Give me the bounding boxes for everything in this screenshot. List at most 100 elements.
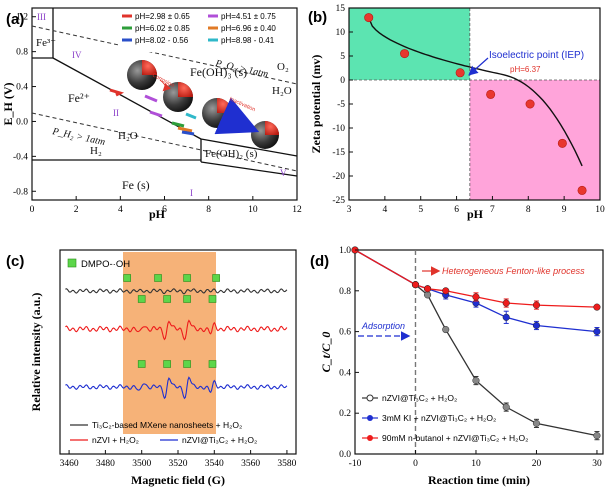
data-point	[532, 321, 541, 330]
panel-c-ylabel: Relative intensity (a.u.)	[29, 293, 43, 412]
ph-marker-red	[109, 88, 125, 97]
panel-b: (b) 3 4 5 6 7 8 9 10 15 10 5 0 -5 -10 -15 -20 -25 Isoele…	[308, 4, 605, 221]
iep-label: Isoelectric point (IEP)	[489, 50, 584, 61]
dmpo-peak-marker	[208, 360, 217, 368]
corrosion-arrow	[159, 79, 172, 92]
x-tick-label: 10	[248, 205, 258, 215]
y-tick-label: -10	[332, 124, 345, 134]
epr-trace-mxene	[65, 288, 288, 295]
y-tick-label: -20	[332, 172, 345, 182]
particle-1-core	[142, 60, 157, 75]
zeta-point	[455, 68, 465, 78]
data-point	[424, 291, 432, 299]
data-point	[532, 419, 541, 427]
iep-arrow	[468, 57, 489, 76]
y-tick-label: 1.0	[339, 246, 351, 256]
panel-d-frame	[354, 249, 604, 455]
dmpo-peak-marker	[137, 360, 146, 368]
panel-a: (a) III IV II V I Fe³⁺ Fe²⁺ Fe(OH)₃ (s)	[1, 7, 302, 221]
legend-text-mxene: Ti₃C₂-based MXene nanosheets + H₂O₂	[92, 420, 242, 430]
label-fe2: Fe²⁺	[68, 91, 90, 105]
positive-region-shade	[469, 80, 600, 200]
ph-marker-orange	[177, 126, 193, 133]
epr-trace-nzvi-ti3c2	[65, 376, 288, 400]
panel-d: (d) Heterogeneous Fenton-like process Ad…	[310, 246, 604, 487]
y-tick-label: 0.6	[339, 328, 351, 338]
x-tick-label: 6	[454, 205, 459, 215]
dmpo-highlight	[123, 252, 216, 434]
legend-label: pH=8.98 - 0.41	[221, 36, 275, 45]
particle-4-core	[265, 121, 279, 135]
y-tick-label: 0.0	[16, 117, 28, 127]
dmpo-peak-marker	[183, 274, 191, 282]
y-tick-label: 5	[340, 52, 345, 62]
data-point	[502, 299, 510, 307]
dmpo-peak-marker	[137, 295, 146, 303]
region-iv: IV	[72, 50, 82, 60]
panel-b-ylabel: Zeta potential (mv)	[309, 55, 323, 154]
ph-marker-purple-1	[144, 94, 158, 103]
panel-c-legend: Ti₃C₂-based MXene nanosheets + H₂O₂ nZVI…	[70, 420, 257, 445]
x-tick-label: 3500	[132, 459, 151, 469]
legend-marker-1	[367, 415, 373, 421]
label-fe: Fe (s)	[122, 178, 150, 192]
panel-d-ylabel: C_t/C_0	[319, 332, 333, 373]
y-tick-label: 0.2	[339, 409, 351, 419]
label-o2: O₂	[277, 61, 289, 73]
panel-a-xlabel: pH	[149, 207, 166, 221]
data-point	[472, 293, 480, 301]
x-tick-label: 3540	[205, 459, 224, 469]
legend-text-nzvi: nZVI + H₂O₂	[92, 435, 139, 445]
region-ii: II	[113, 108, 119, 118]
dmpo-peak-marker	[154, 274, 162, 282]
dmpo-peak-marker	[183, 360, 191, 368]
panel-c: (c) DMPO-·OH Ti₃C₂-based MXene nanosheet…	[6, 249, 297, 487]
dmpo-peak-marker	[163, 295, 171, 303]
x-tick-label: 3560	[241, 459, 260, 469]
data-point	[442, 287, 450, 295]
x-tick-label: 9	[562, 205, 567, 215]
x-tick-label: 3	[347, 205, 352, 215]
y-tick-label: 0.8	[339, 287, 351, 297]
label-h2: H₂	[90, 145, 102, 157]
x-tick-label: 0	[30, 205, 35, 215]
zeta-points	[364, 13, 587, 195]
x-tick-label: 3460	[60, 459, 79, 469]
x-tick-label: 4	[382, 205, 387, 215]
panel-a-legend-bg	[118, 10, 294, 52]
panel-a-axes: 0 2 4 6 8 10 12 1.2 0.8 0.4 0.0 -0.4 -0.8	[13, 13, 302, 215]
data-point	[502, 403, 510, 411]
particle-2-core	[178, 82, 193, 97]
x-tick-label: 5	[418, 205, 423, 215]
panel-b-xlabel: pH	[467, 207, 484, 221]
water-lines	[31, 25, 298, 172]
dmpo-peak-marker	[212, 274, 220, 282]
x-tick-label: 2	[74, 205, 79, 215]
legend-label: pH=2.98 ± 0.65	[135, 12, 190, 21]
panel-d-label: (d)	[310, 253, 329, 270]
ph-marker-cyan	[185, 112, 197, 120]
x-tick-label: 12	[292, 205, 302, 215]
ph-marker-purple-2	[149, 110, 163, 118]
x-tick-label: 30	[592, 459, 602, 469]
label-fe3: Fe³⁺	[36, 37, 56, 49]
legend-text-nzvi-ti3c2: nZVI@Ti₃C₂ + H₂O₂	[182, 435, 257, 445]
dmpo-peak-marker	[208, 295, 217, 303]
label-feoh2: Fe(OH)₂ (s)	[205, 148, 258, 160]
fenton-label: Heterogeneous Fenton-like process	[442, 266, 585, 276]
dmpo-peak-marker	[163, 360, 171, 368]
legend-marker-0	[366, 394, 374, 402]
dmpo-peak-markers	[123, 274, 220, 368]
zeta-point	[364, 13, 374, 23]
x-tick-label: 10	[471, 459, 481, 469]
y-tick-label: 0.4	[339, 368, 351, 378]
y-tick-label: 15	[336, 4, 346, 14]
data-point	[593, 303, 601, 311]
inactivation-arrow	[214, 97, 260, 135]
y-tick-label: -15	[332, 148, 345, 158]
ph-marker-green	[171, 121, 185, 128]
label-h2o-mid: H₂O	[118, 130, 138, 142]
x-tick-label: 20	[532, 459, 542, 469]
legend-label: pH=4.51 ± 0.75	[221, 12, 276, 21]
zeta-point	[525, 99, 535, 109]
